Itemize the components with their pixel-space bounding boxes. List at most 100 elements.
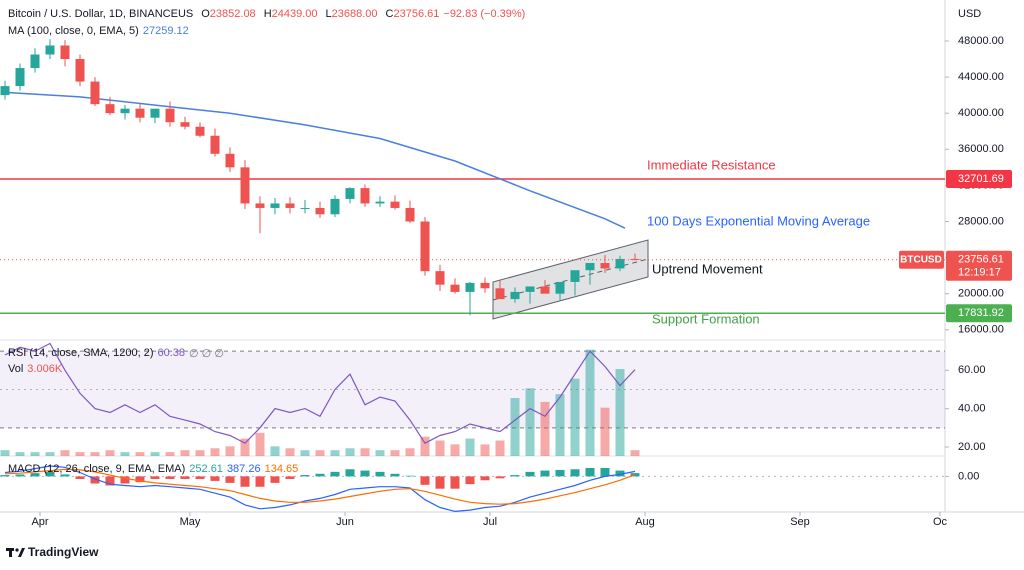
candle-body <box>615 258 625 269</box>
ohlc: O23852.08 <box>197 8 255 20</box>
bar <box>105 476 115 486</box>
bar <box>585 467 595 477</box>
y-tick-label: 20.00 <box>958 441 986 453</box>
candle-body <box>630 258 640 260</box>
y-tick-label: 60.00 <box>958 364 986 376</box>
bar <box>600 467 610 477</box>
ma-name: MA (100, close, 0, EMA, 5) <box>8 25 139 37</box>
bar <box>345 448 355 456</box>
bar <box>555 469 565 477</box>
y-tick-label: 48000.00 <box>958 35 1004 47</box>
bar <box>285 448 295 456</box>
candle-body <box>585 263 595 271</box>
candle-body <box>570 270 580 282</box>
candle-body <box>555 281 565 294</box>
price-label-box <box>946 304 1012 323</box>
candle-body <box>495 288 505 300</box>
ohlc: L23688.00 <box>322 8 378 20</box>
bar <box>465 438 475 456</box>
candle-body <box>435 271 445 285</box>
bar <box>555 394 565 456</box>
ohlc-value: 23756.61 <box>393 8 440 20</box>
bar <box>165 452 175 456</box>
x-tick-label: Jul <box>483 516 497 528</box>
symbol-box <box>899 250 944 269</box>
x-tick-label: May <box>180 516 201 528</box>
y-tick-label: 28000.00 <box>958 215 1004 227</box>
candle-body <box>315 207 325 215</box>
bar <box>105 450 115 456</box>
last-price-label: 23756.61 <box>958 254 1004 266</box>
candle-body <box>135 108 145 118</box>
bar <box>45 452 55 456</box>
candle-body <box>360 188 370 204</box>
ohlc-value: 23688.00 <box>331 8 378 20</box>
candle-body <box>255 203 265 208</box>
bar <box>360 448 370 456</box>
bar <box>420 476 430 485</box>
symbol-title: Bitcoin / U.S. Dollar, 1D, BINANCEUS <box>8 8 194 20</box>
bar <box>60 450 70 456</box>
bar <box>255 476 265 487</box>
x-tick-label: Jun <box>336 516 354 528</box>
bar <box>255 432 265 456</box>
candle-body <box>285 203 295 208</box>
bar <box>420 436 430 456</box>
bar <box>570 378 580 456</box>
bar <box>165 476 175 479</box>
vol-legend: Vol 3.006K <box>8 363 62 375</box>
x-tick-label: Oc <box>933 516 948 528</box>
candle-body <box>525 286 535 292</box>
bar <box>300 475 310 477</box>
y-tick-label: 44000.00 <box>958 71 1004 83</box>
bar <box>225 446 235 456</box>
symbol-legend: Bitcoin / U.S. Dollar, 1D, BINANCEUS O23… <box>8 8 525 20</box>
countdown: 12:19:17 <box>958 267 1001 279</box>
x-tick-label: Aug <box>635 516 655 528</box>
bar <box>435 440 445 456</box>
price-label: 17831.92 <box>958 307 1004 319</box>
candle-body <box>150 108 160 118</box>
bar <box>210 476 220 481</box>
y-tick-label: 0.00 <box>958 470 979 482</box>
y-tick-label: 40.00 <box>958 403 986 415</box>
bar <box>630 450 640 456</box>
candle-body <box>420 221 430 272</box>
bar <box>30 473 40 477</box>
axis-unit: USD <box>958 8 981 20</box>
y-tick-label: 36000.00 <box>958 143 1004 155</box>
logo <box>6 548 25 557</box>
ohlc-value: 23852.08 <box>209 8 256 20</box>
bar <box>90 452 100 456</box>
bar <box>240 476 250 487</box>
bar <box>315 473 325 477</box>
bar <box>285 476 295 479</box>
bar <box>120 476 130 484</box>
candle-body <box>15 68 25 87</box>
candle-body <box>600 263 610 269</box>
bar <box>540 401 550 456</box>
price-label: 32701.69 <box>958 173 1004 185</box>
candle-body <box>120 108 130 114</box>
bar <box>615 470 625 477</box>
bar <box>135 476 145 483</box>
candle-body <box>390 201 400 208</box>
candle-body <box>0 86 10 96</box>
bar <box>600 407 610 456</box>
bar <box>180 450 190 456</box>
vol-value: 3.006K <box>27 363 63 375</box>
candle-body <box>450 284 460 292</box>
bar <box>120 452 130 456</box>
bar <box>330 450 340 456</box>
bar <box>390 450 400 456</box>
bar <box>15 474 25 477</box>
bar <box>90 476 100 484</box>
bar <box>45 471 55 477</box>
line <box>4 465 636 513</box>
candle-body <box>240 167 250 204</box>
rsi-value: 60.38 <box>157 347 186 359</box>
ma-legend: MA (100, close, 0, EMA, 5) 27259.12 <box>8 25 189 37</box>
bar <box>480 476 490 481</box>
price-label-box <box>946 170 1012 189</box>
